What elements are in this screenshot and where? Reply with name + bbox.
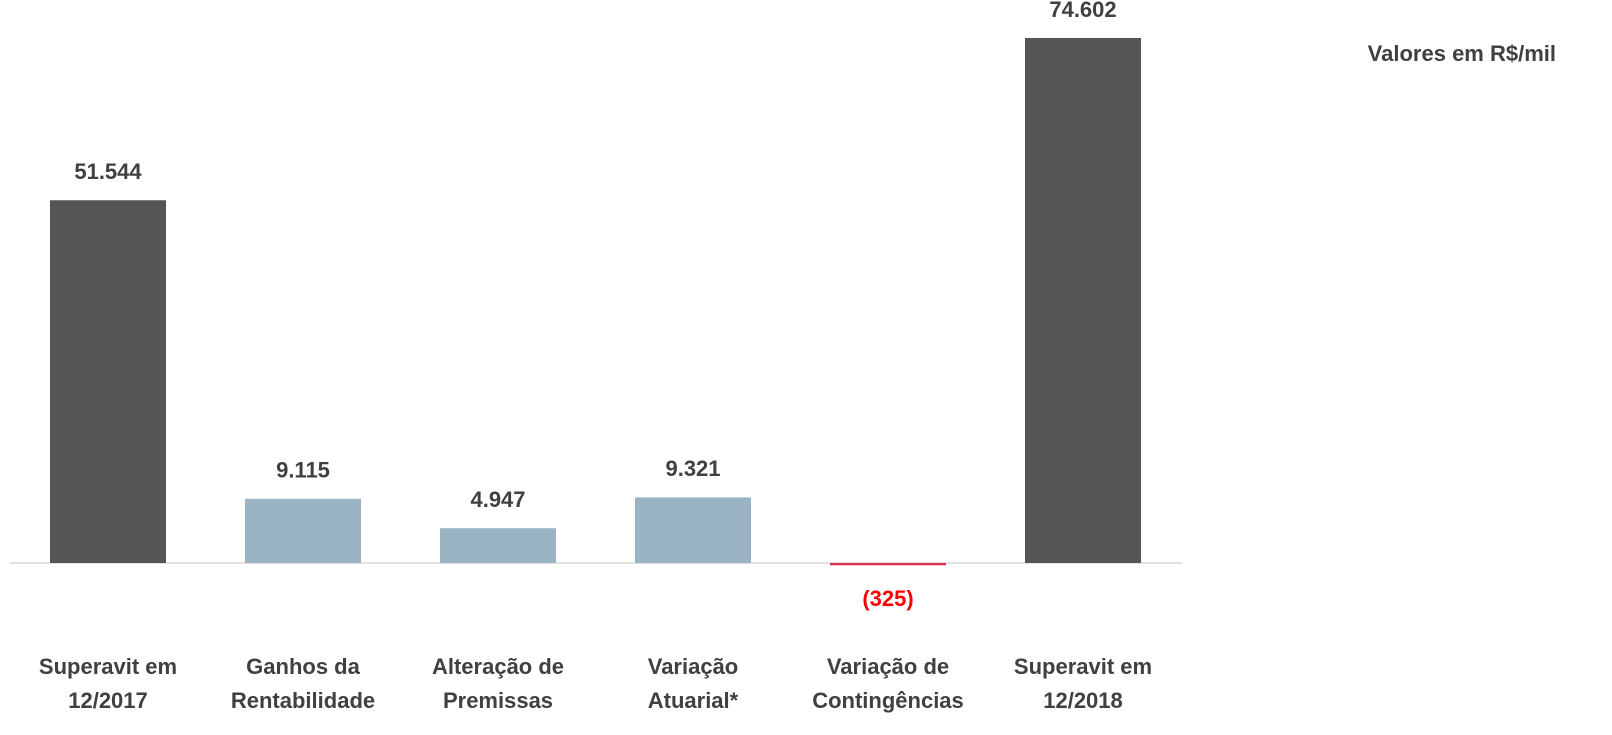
x-tick-label-line: Superavit em xyxy=(1014,654,1152,679)
x-tick-label: Ganhos da Rentabilidade xyxy=(231,654,375,713)
bar xyxy=(635,497,751,563)
x-tick-label-line: 12/2017 xyxy=(68,688,148,713)
bar xyxy=(440,528,556,563)
x-tick-label-line: Ganhos da xyxy=(246,654,360,679)
x-tick-label: Alteração de Premissas xyxy=(432,654,564,713)
value-label: 9.321 xyxy=(665,456,720,481)
x-tick-label-line: Rentabilidade xyxy=(231,688,375,713)
x-tick-label-line: Superavit em xyxy=(39,654,177,679)
x-tick-label-line: 12/2018 xyxy=(1043,688,1123,713)
x-tick-label: Variação de Contingências xyxy=(812,654,964,713)
x-tick-label: Superavit em 12/2018 xyxy=(1014,654,1152,713)
bar xyxy=(1025,38,1141,563)
value-label: 9.115 xyxy=(276,458,330,483)
value-label: (325) xyxy=(862,586,913,611)
x-tick-label-line: Premissas xyxy=(443,688,553,713)
value-label: 51.544 xyxy=(74,159,142,184)
bar xyxy=(830,563,946,566)
x-tick-label-line: Atuarial* xyxy=(648,688,739,713)
x-tick-label: Variação Atuarial* xyxy=(648,654,739,713)
value-label: 74.602 xyxy=(1049,0,1116,22)
value-label: 4.947 xyxy=(470,487,525,512)
bar xyxy=(50,200,166,563)
x-tick-label-line: Alteração de xyxy=(432,654,564,679)
bar xyxy=(245,498,361,563)
x-tick-label-line: Contingências xyxy=(812,688,964,713)
x-tick-label: Superavit em 12/2017 xyxy=(39,654,177,713)
note: Valores em R$/mil xyxy=(1368,41,1556,66)
x-tick-label-line: Variação de xyxy=(827,654,949,679)
x-tick-label-line: Variação xyxy=(648,654,739,679)
